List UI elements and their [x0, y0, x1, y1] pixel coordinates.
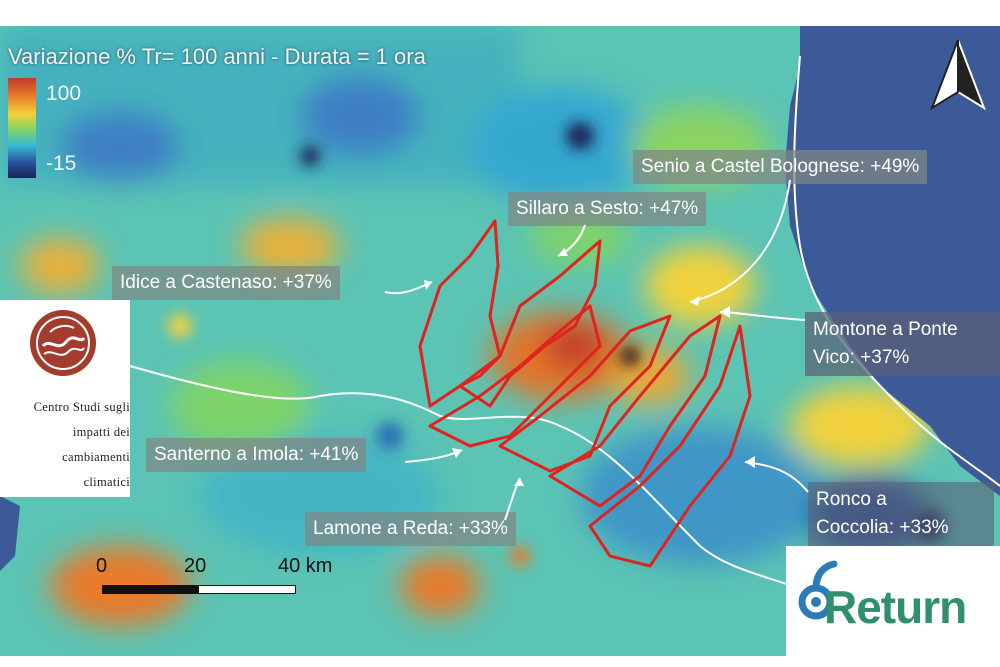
- legend-color-ramp: [8, 78, 36, 178]
- label-montone-line1: Montone a Ponte: [813, 319, 958, 340]
- scale-segment-black: [102, 585, 198, 594]
- basin-idice: [418, 219, 502, 408]
- label-ronco: Ronco a Coccolia: +33%: [808, 482, 994, 546]
- legend-min-label: -15: [46, 152, 77, 175]
- scale-tick-20: 20: [184, 555, 207, 577]
- cmcc-logo-icon: [30, 310, 96, 376]
- scale-tick-0: 0: [96, 555, 108, 577]
- label-lamone: Lamone a Reda: +33%: [305, 512, 516, 546]
- cmcc-line-2: impatti dei: [72, 425, 130, 439]
- label-santerno: Santerno a Imola: +41%: [146, 438, 367, 472]
- cmcc-line-4: climatici: [83, 475, 130, 489]
- scale-bar: 0 20 40 km: [96, 555, 340, 595]
- basin-montone: [588, 324, 752, 568]
- map-title: Variazione % Tr= 100 anni - Durata = 1 o…: [8, 44, 426, 69]
- return-logo-icon: [798, 560, 838, 620]
- label-sillaro: Sillaro a Sesto: +47%: [508, 192, 707, 226]
- basin-outlines: [418, 219, 752, 568]
- scale-tick-40: 40 km: [278, 555, 333, 577]
- label-idice: Idice a Castenaso: +37%: [112, 266, 340, 300]
- cmcc-line-3: cambiamenti: [62, 450, 130, 464]
- return-logo-text: Return: [824, 581, 967, 633]
- label-montone-line2: Vico: +37%: [813, 347, 910, 368]
- label-montone: Montone a Ponte Vico: +37%: [805, 312, 1000, 376]
- basin-lamone: [548, 314, 722, 508]
- return-logo-box: Return: [786, 546, 1000, 656]
- basin-sillaro: [458, 239, 602, 408]
- cmcc-line-1: Centro Studi sugli: [33, 400, 130, 414]
- label-ronco-line1: Ronco a: [816, 489, 887, 510]
- region-boundary: [129, 365, 821, 597]
- north-arrow-icon: [930, 39, 986, 111]
- scale-segment-white: [198, 585, 296, 594]
- label-senio: Senio a Castel Bolognese: +49%: [633, 150, 928, 184]
- tyrrhenian-sea: [0, 496, 20, 571]
- cmcc-logo-box: Centro Studi sugli impatti dei cambiamen…: [0, 300, 130, 497]
- label-ronco-line2: Coccolia: +33%: [816, 517, 949, 538]
- adriatic-sea: [785, 26, 1000, 496]
- legend-max-label: 100: [46, 82, 82, 105]
- basin-santerno: [428, 304, 602, 448]
